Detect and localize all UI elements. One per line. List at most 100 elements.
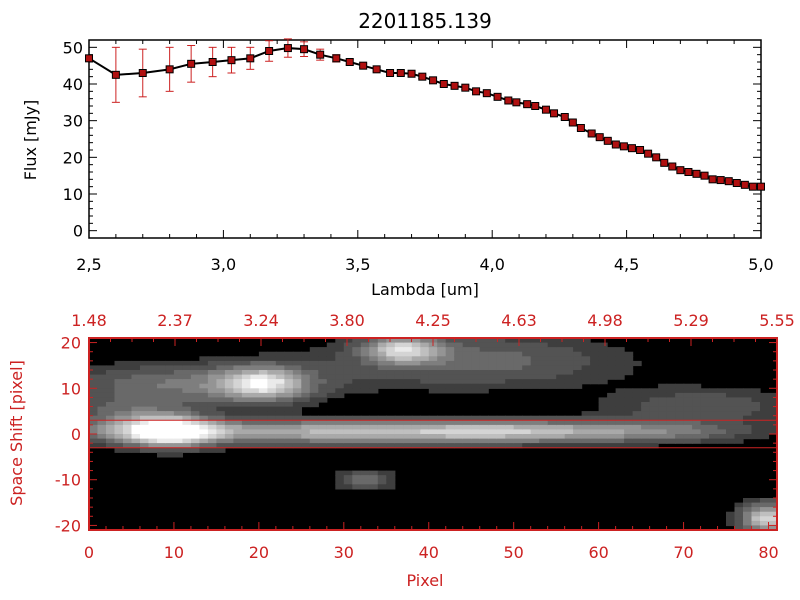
image-pixel [505,379,515,385]
image-pixel [318,370,328,376]
image-pixel [360,443,370,449]
top-tick-label: 3.80 [329,311,365,330]
image-pixel [590,342,600,348]
image-pixel [275,434,285,440]
image-pixel [386,415,396,421]
image-pixel [89,443,99,449]
image-pixel [692,420,702,426]
image-pixel [743,520,753,527]
image-pixel [123,383,133,389]
image-pixel [573,347,583,353]
image-pixel [275,438,285,444]
image-pixel [445,356,455,362]
image-pixel [700,388,710,394]
image-pixel [692,392,702,399]
image-pixel [454,434,464,440]
image-pixel [428,379,438,385]
image-pixel [649,438,659,444]
image-pixel [403,374,413,380]
image-pixel [411,360,421,367]
image-pixel [360,470,370,476]
image-pixel [445,365,455,371]
image-pixel [148,392,158,399]
image-pixel [726,434,736,440]
image-pixel [114,388,124,394]
image-pixel [258,429,268,435]
image-pixel [471,420,481,426]
image-pixel [394,443,404,449]
image-pixel [581,415,591,421]
image-pixel [547,443,557,449]
image-pixel [462,424,472,431]
image-pixel [471,434,481,440]
image-pixel [123,370,133,376]
image-pixel [420,383,430,389]
image-pixel [326,351,336,357]
image-pixel [97,429,107,435]
image-pixel [479,415,489,421]
image-pixel [522,424,532,431]
image-pixel [292,360,302,367]
image-pixel [403,434,413,440]
image-pixel [760,434,770,440]
image-pixel [369,365,379,371]
image-pixel [182,360,192,367]
image-pixel [216,392,226,399]
image-pixel [190,365,200,371]
image-pixel [233,392,243,399]
image-pixel [760,520,770,527]
image-pixel [216,420,226,426]
image-pixel [318,388,328,394]
image-pixel [173,379,183,385]
image-pixel [581,374,591,380]
image-pixel [360,342,370,348]
image-pixel [190,415,200,421]
image-pixel [190,429,200,435]
image-pixel [479,429,489,435]
image-pixel [751,397,761,403]
image-pixel [267,351,277,357]
image-pixel [420,379,430,385]
image-pixel [454,338,464,344]
image-pixel [292,424,302,431]
image-pixel [403,420,413,426]
image-pixel [530,383,540,389]
image-pixel [190,388,200,394]
image-pixel [301,379,311,385]
image-pixel [649,434,659,440]
image-pixel [97,388,107,394]
image-pixel [165,360,175,367]
image-pixel [717,429,727,435]
image-pixel [547,338,557,344]
image-pixel [131,438,141,444]
image-pixel [360,338,370,344]
image-pixel [369,484,379,490]
image-pixel [539,420,549,426]
image-pixel [318,351,328,357]
image-pixel [649,397,659,403]
image-pixel [632,360,642,367]
image-pixel [573,429,583,435]
data-point [757,182,765,191]
image-pixel [768,498,778,504]
image-pixel [335,438,345,444]
image-pixel [343,434,353,440]
image-pixel [454,438,464,444]
image-pixel [250,397,260,403]
image-pixel [165,374,175,380]
image-pixel [326,388,336,394]
data-point [396,69,405,77]
image-pixel [556,356,566,362]
image-pixel [114,397,124,403]
image-pixel [607,429,617,435]
image-pixel [123,447,133,453]
image-pixel [454,383,464,389]
image-pixel [743,415,753,421]
image-pixel [658,411,668,417]
image-pixel [700,402,710,408]
image-pixel [692,402,702,408]
x-tick-label: 30 [334,543,354,562]
image-pixel [173,420,183,426]
image-pixel [258,392,268,399]
image-pixel [607,415,617,421]
